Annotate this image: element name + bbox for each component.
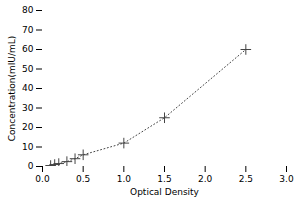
svg-text:Concentration(mIU/mL): Concentration(mIU/mL): [7, 36, 17, 142]
svg-text:Optical Density: Optical Density: [130, 187, 200, 197]
svg-text:2.5: 2.5: [239, 174, 253, 184]
svg-text:40: 40: [22, 83, 34, 93]
svg-text:1.5: 1.5: [157, 174, 171, 184]
svg-text:0: 0: [28, 161, 34, 171]
svg-text:3.0: 3.0: [279, 174, 294, 184]
svg-text:2.0: 2.0: [198, 174, 213, 184]
svg-text:50: 50: [22, 64, 34, 74]
svg-text:30: 30: [22, 103, 34, 113]
svg-text:80: 80: [22, 5, 34, 15]
svg-text:70: 70: [22, 25, 34, 35]
svg-text:0.5: 0.5: [76, 174, 90, 184]
svg-text:60: 60: [22, 44, 34, 54]
svg-text:20: 20: [22, 122, 34, 132]
svg-text:10: 10: [22, 142, 34, 152]
svg-text:0.0: 0.0: [35, 174, 50, 184]
svg-text:1.0: 1.0: [117, 174, 132, 184]
